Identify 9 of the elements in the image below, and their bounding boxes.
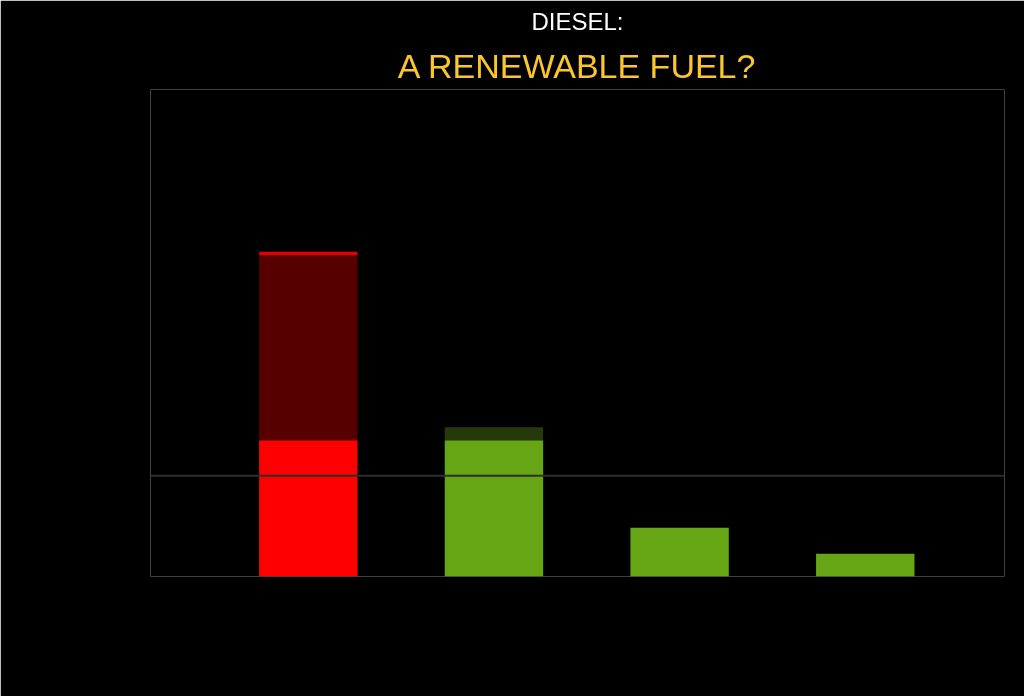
bar — [259, 251, 358, 256]
chart-subtitle: A RENEWABLE FUEL? — [397, 46, 756, 85]
bar — [444, 440, 544, 577]
bar — [630, 527, 729, 577]
bar — [444, 427, 544, 441]
chart-title: DIESEL: — [531, 7, 624, 35]
bar — [259, 440, 358, 577]
bar — [259, 255, 358, 441]
bar — [816, 553, 915, 577]
